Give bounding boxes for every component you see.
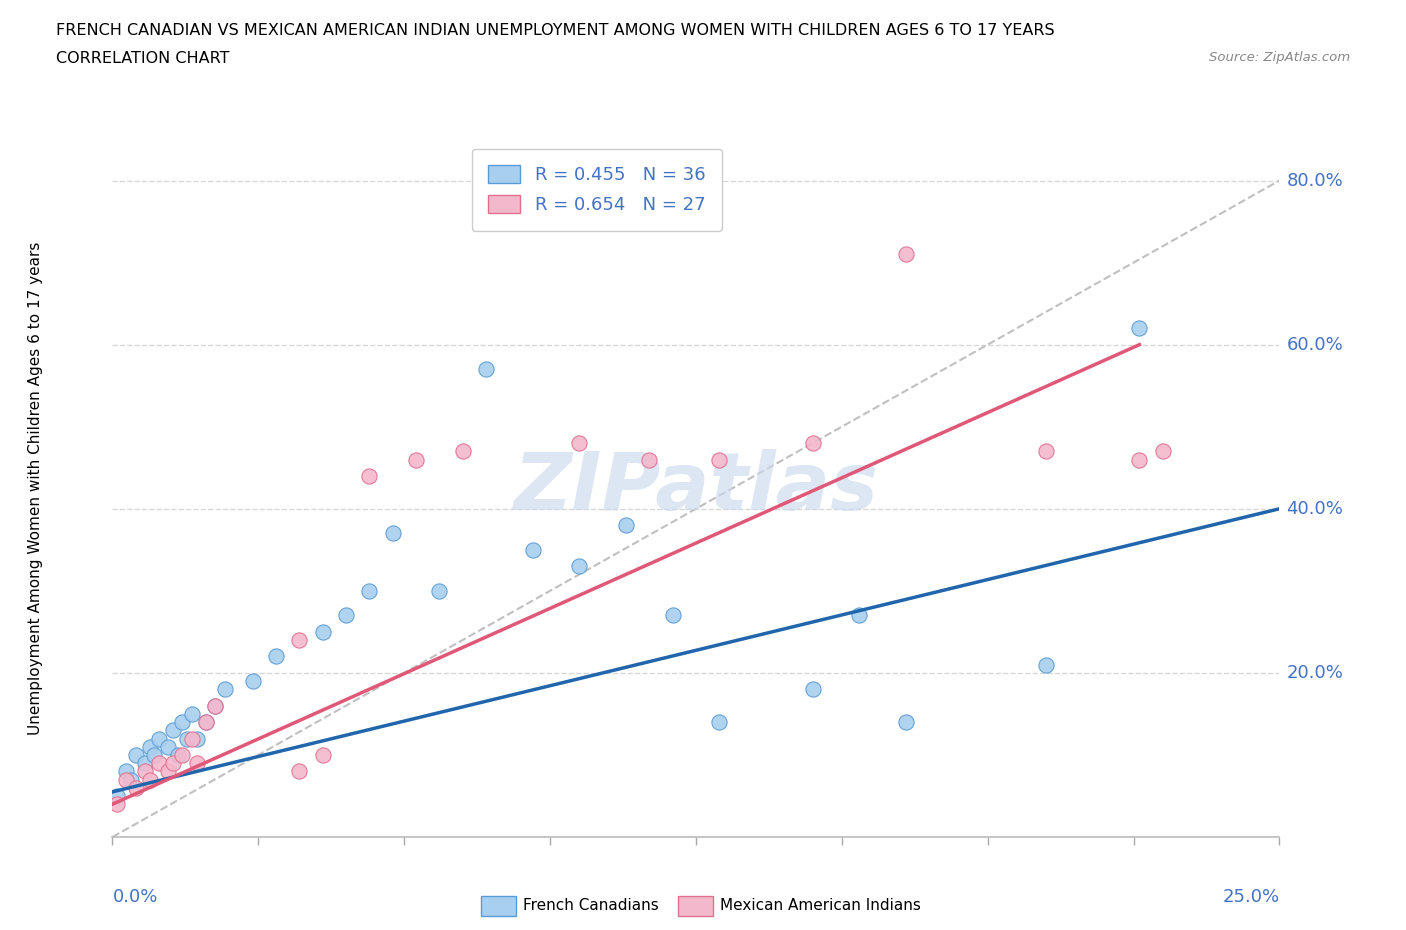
Legend: R = 0.455   N = 36, R = 0.654   N = 27: R = 0.455 N = 36, R = 0.654 N = 27 [471, 149, 721, 231]
Point [359, 469, 381, 484]
Point [801, 435, 824, 450]
Point [166, 748, 188, 763]
Text: 60.0%: 60.0% [1286, 336, 1343, 353]
Point [1035, 658, 1057, 672]
Text: Source: ZipAtlas.com: Source: ZipAtlas.com [1209, 51, 1350, 64]
Point [848, 608, 870, 623]
Point [134, 764, 156, 778]
Point [194, 714, 217, 729]
Point [162, 756, 184, 771]
Point [242, 673, 264, 688]
Point [427, 583, 450, 598]
Point [1128, 321, 1150, 336]
Point [186, 756, 208, 771]
Point [172, 748, 194, 763]
Text: Mexican American Indians: Mexican American Indians [720, 898, 921, 913]
Text: FRENCH CANADIAN VS MEXICAN AMERICAN INDIAN UNEMPLOYMENT AMONG WOMEN WITH CHILDRE: FRENCH CANADIAN VS MEXICAN AMERICAN INDI… [56, 23, 1054, 38]
Point [1035, 444, 1057, 458]
Point [176, 731, 198, 746]
Point [139, 772, 162, 787]
Point [311, 624, 333, 639]
Point [1128, 452, 1150, 467]
Point [335, 608, 357, 623]
Point [451, 444, 474, 458]
Point [148, 731, 170, 746]
Point [894, 247, 917, 262]
Point [148, 756, 170, 771]
Point [180, 707, 202, 722]
Point [381, 526, 404, 541]
Point [162, 723, 184, 737]
Point [204, 698, 226, 713]
Point [288, 632, 311, 647]
Text: 40.0%: 40.0% [1286, 499, 1343, 518]
Point [522, 542, 544, 557]
Point [139, 739, 162, 754]
Text: 80.0%: 80.0% [1286, 171, 1343, 190]
Point [157, 739, 180, 754]
Point [894, 714, 917, 729]
Point [475, 362, 498, 377]
Point [288, 764, 311, 778]
Point [105, 789, 128, 804]
Point [125, 748, 148, 763]
Point [105, 797, 128, 812]
Point [115, 772, 138, 787]
Text: French Canadians: French Canadians [523, 898, 659, 913]
Point [801, 682, 824, 697]
Point [204, 698, 226, 713]
Point [709, 714, 731, 729]
Point [186, 731, 208, 746]
Text: 25.0%: 25.0% [1222, 888, 1279, 906]
Point [568, 435, 591, 450]
Point [157, 764, 180, 778]
Point [638, 452, 661, 467]
Point [405, 452, 427, 467]
Point [134, 756, 156, 771]
Point [614, 518, 637, 533]
Point [264, 649, 287, 664]
Point [359, 583, 381, 598]
Point [172, 714, 194, 729]
Text: ZIPatlas: ZIPatlas [513, 449, 879, 527]
Point [194, 714, 217, 729]
Point [311, 748, 333, 763]
Text: 20.0%: 20.0% [1286, 664, 1343, 682]
Text: 0.0%: 0.0% [112, 888, 157, 906]
Point [709, 452, 731, 467]
Point [180, 731, 202, 746]
Point [214, 682, 236, 697]
Point [661, 608, 683, 623]
Point [1152, 444, 1174, 458]
Point [568, 559, 591, 574]
Point [125, 780, 148, 795]
Text: CORRELATION CHART: CORRELATION CHART [56, 51, 229, 66]
Text: Unemployment Among Women with Children Ages 6 to 17 years: Unemployment Among Women with Children A… [28, 242, 42, 735]
Point [143, 748, 166, 763]
Point [120, 772, 142, 787]
Point [115, 764, 138, 778]
